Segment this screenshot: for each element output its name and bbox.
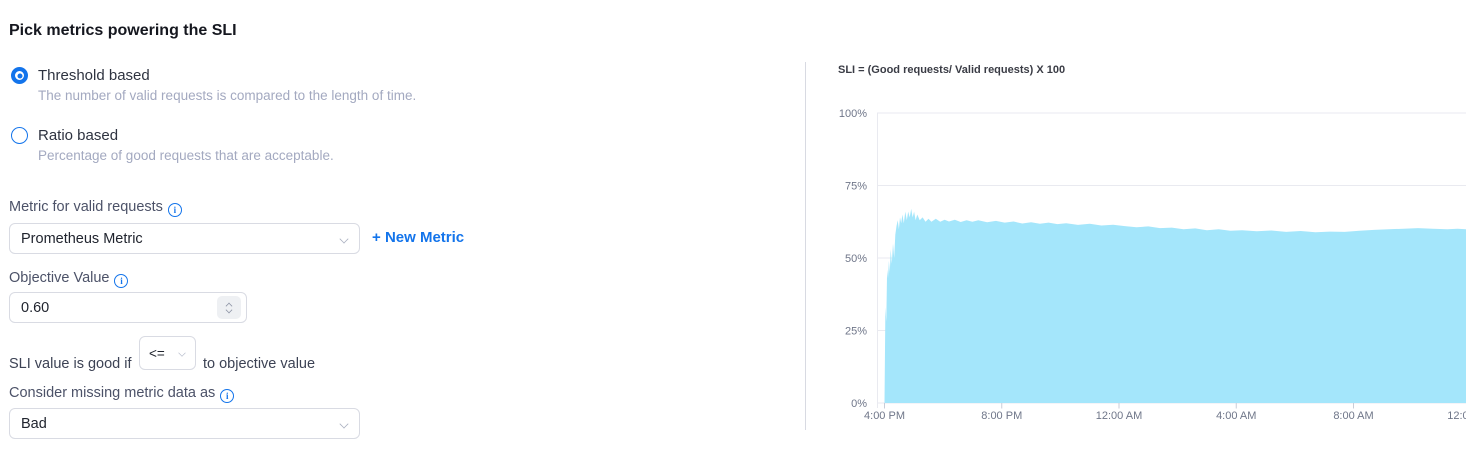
- missing-metric-data-value: Bad: [21, 415, 47, 432]
- x-axis-tick-label: 4:00 AM: [1216, 410, 1256, 422]
- objective-value-input[interactable]: 0.60: [9, 292, 247, 323]
- x-axis-tick-label: 8:00 AM: [1333, 410, 1373, 422]
- metric-select-value: Prometheus Metric: [21, 230, 143, 247]
- stepper-down-icon[interactable]: [226, 308, 232, 314]
- radio-option-description: Percentage of good requests that are acc…: [38, 148, 334, 163]
- chevron-down-icon: [340, 420, 348, 428]
- chevron-down-icon: [178, 349, 186, 357]
- sli-chart: 4:00 PM 8:00 PM 12:00 AM 4:00 AM 8:00 AM 12:0…: [839, 108, 1466, 422]
- info-icon[interactable]: i: [220, 389, 235, 403]
- page-title: Pick metrics powering the SLI: [9, 22, 237, 39]
- comparison-operator-value: <=: [149, 345, 165, 361]
- to-objective-value-text: to objective value: [203, 356, 316, 372]
- info-icon[interactable]: i: [114, 274, 129, 288]
- objective-value-input-value: 0.60: [21, 299, 50, 316]
- comparison-operator-select[interactable]: <=: [139, 336, 196, 370]
- new-metric-label: New Metric: [384, 229, 465, 246]
- radio-option-threshold-based[interactable]: Threshold based The number of valid requ…: [11, 67, 416, 103]
- objective-value-label: Objective Value i: [9, 270, 129, 288]
- missing-metric-data-label-text: Consider missing metric data as: [9, 385, 216, 401]
- y-axis-tick-label: 25%: [845, 326, 867, 338]
- chart-title: SLI = (Good requests/ Valid requests) X …: [838, 64, 1066, 76]
- missing-metric-data-label: Consider missing metric data as i: [9, 385, 235, 403]
- y-axis-tick-label: 100%: [839, 108, 867, 120]
- radio-icon[interactable]: [11, 67, 28, 84]
- x-axis-tick-label: 8:00 PM: [981, 410, 1022, 422]
- y-axis-tick-label: 0%: [851, 398, 867, 410]
- objective-value-label-text: Objective Value: [9, 270, 110, 286]
- new-metric-button[interactable]: + New Metric: [372, 229, 464, 246]
- chevron-down-icon: [340, 235, 348, 243]
- metric-for-valid-requests-label-text: Metric for valid requests: [9, 199, 163, 215]
- sli-good-if-text: SLI value is good if: [9, 356, 132, 372]
- vertical-divider: [805, 62, 806, 430]
- plus-icon: +: [372, 229, 381, 246]
- missing-metric-data-select[interactable]: Bad: [9, 408, 360, 439]
- radio-option-label[interactable]: Ratio based: [38, 127, 119, 144]
- info-icon[interactable]: i: [167, 203, 182, 217]
- x-axis-tick-label: 12:00 PM: [1447, 410, 1466, 422]
- x-axis-tick-label: 4:00 PM: [864, 410, 905, 422]
- x-axis-tick-label: 12:00 AM: [1096, 410, 1142, 422]
- radio-option-ratio-based[interactable]: Ratio based Percentage of good requests …: [11, 127, 334, 163]
- y-axis-tick-label: 75%: [845, 181, 867, 193]
- metric-for-valid-requests-label: Metric for valid requests i: [9, 199, 182, 217]
- number-stepper[interactable]: [217, 296, 241, 319]
- metric-select[interactable]: Prometheus Metric: [9, 223, 360, 254]
- radio-option-label[interactable]: Threshold based: [38, 67, 150, 84]
- y-axis-tick-label: 50%: [845, 253, 867, 265]
- radio-option-description: The number of valid requests is compared…: [38, 88, 417, 103]
- radio-icon[interactable]: [11, 127, 28, 144]
